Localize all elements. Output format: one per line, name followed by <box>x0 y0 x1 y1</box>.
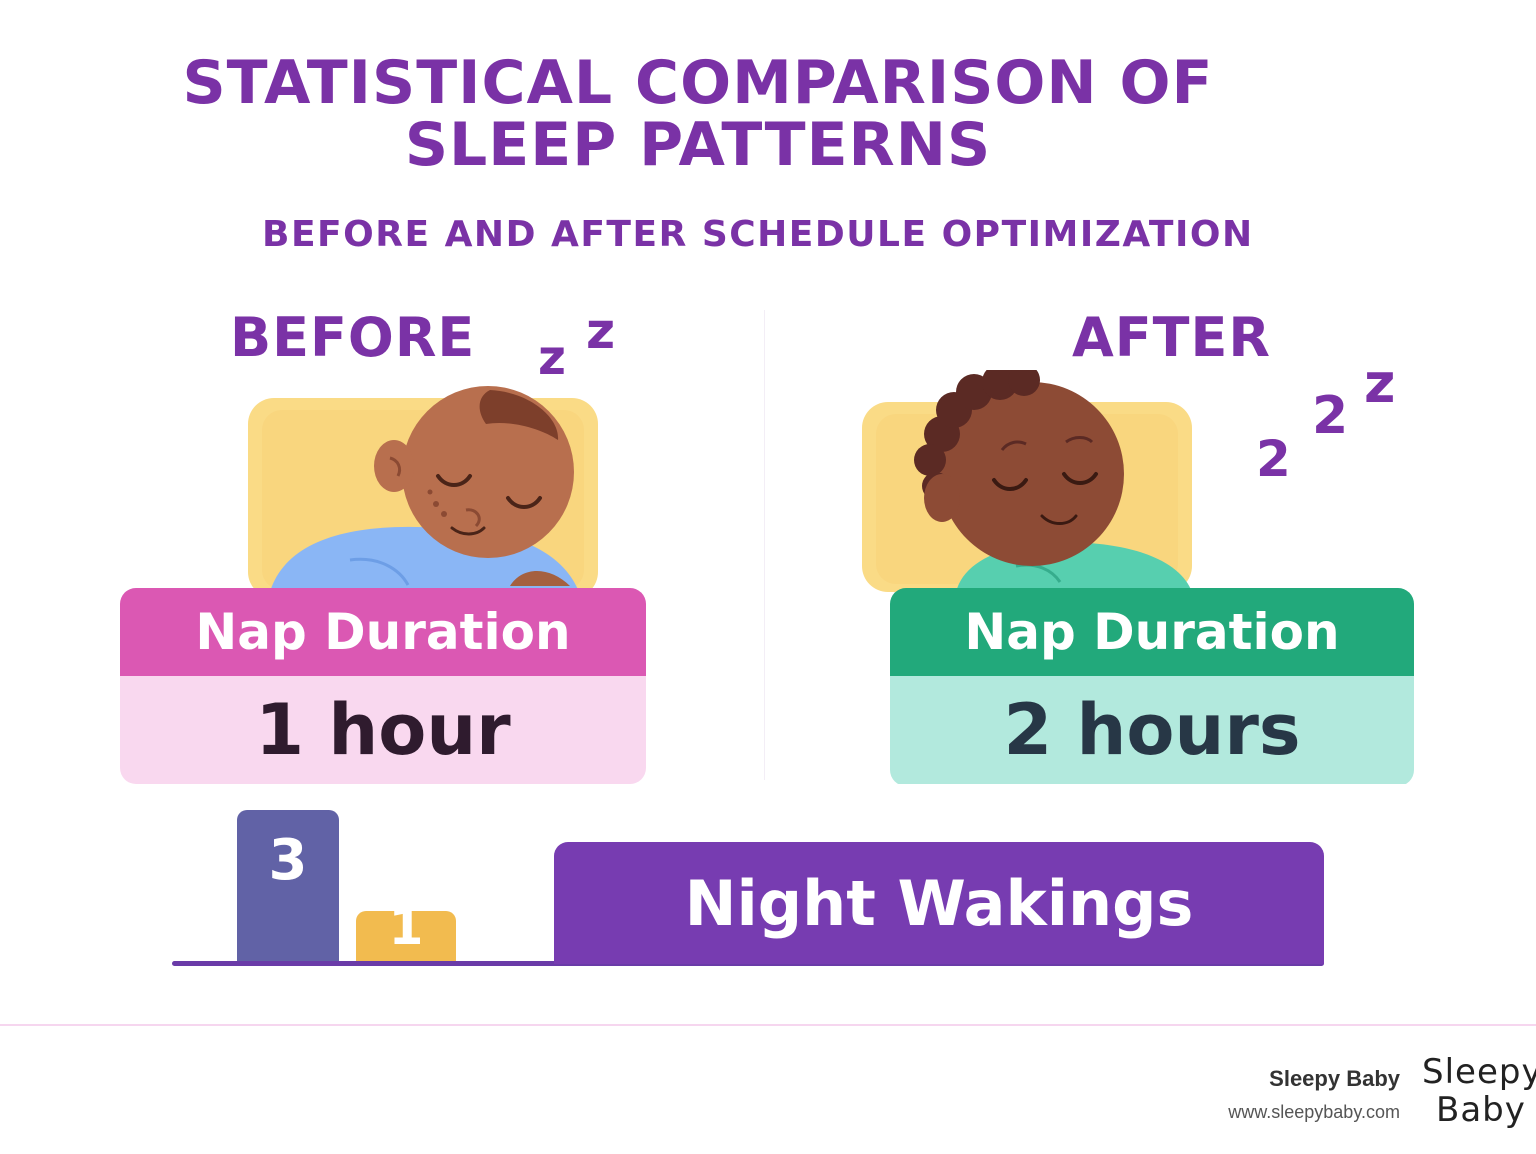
before-nap-card: Nap Duration 1 hour <box>120 588 646 784</box>
night-wakings-bar-label: 3 <box>268 828 308 893</box>
ear-icon <box>374 440 414 492</box>
page-title: STATISTICAL COMPARISON OF SLEEP PATTERNS <box>0 52 1396 176</box>
footer-brand: Sleepy Baby www.sleepybaby.com <box>1228 1066 1400 1123</box>
after-nap-card-header: Nap Duration <box>890 588 1414 676</box>
hand-icon <box>510 571 570 586</box>
sleeping-baby-after-illustration <box>862 370 1192 592</box>
footer-divider <box>0 1024 1536 1026</box>
title-line-1: STATISTICAL COMPARISON OF <box>182 48 1214 118</box>
closed-eye-icon <box>992 478 1028 491</box>
before-nap-card-body: 1 hour <box>120 676 646 784</box>
closed-eye-icon <box>506 496 542 509</box>
brand-url: www.sleepybaby.com <box>1228 1102 1400 1122</box>
after-zz-2: 2 <box>1312 386 1349 446</box>
night-wakings-bar-1: 3 <box>237 810 339 962</box>
closed-eye-icon <box>1062 472 1098 485</box>
night-wakings-bar-2: 1 <box>356 898 456 962</box>
night-wakings-bar-label: 1 <box>388 898 424 956</box>
subtitle: BEFORE AND AFTER SCHEDULE OPTIMIZATION <box>262 214 1254 255</box>
sleepy-baby-logo: Sleepy Baby <box>1422 1052 1536 1130</box>
after-nap-card-body: 2 hours <box>890 676 1414 784</box>
closed-eye-icon <box>436 474 472 487</box>
ear-icon <box>924 474 960 522</box>
after-zz-3: z <box>1364 352 1396 415</box>
after-label: AFTER <box>1072 306 1271 369</box>
baby-head-icon <box>940 382 1124 566</box>
brand-name: Sleepy Baby <box>1269 1066 1400 1091</box>
hair-icon <box>479 390 559 440</box>
night-wakings-label: Night Wakings <box>554 842 1324 964</box>
after-nap-card-value: 2 hours <box>1003 689 1301 771</box>
before-zz-1: z <box>538 330 566 386</box>
before-nap-card-value: 1 hour <box>255 689 511 771</box>
after-nap-card-title: Nap Duration <box>964 603 1340 661</box>
before-nap-card-header: Nap Duration <box>120 588 646 676</box>
column-divider <box>764 310 765 780</box>
after-zz-1: 2 <box>1256 430 1291 488</box>
title-line-2: SLEEP PATTERNS <box>404 110 992 180</box>
sleeping-baby-before-illustration <box>248 386 598 600</box>
before-label: BEFORE <box>230 306 476 369</box>
after-nap-card: Nap Duration 2 hours <box>890 588 1414 786</box>
before-nap-card-title: Nap Duration <box>195 603 571 661</box>
before-zz-2: z <box>586 302 616 360</box>
